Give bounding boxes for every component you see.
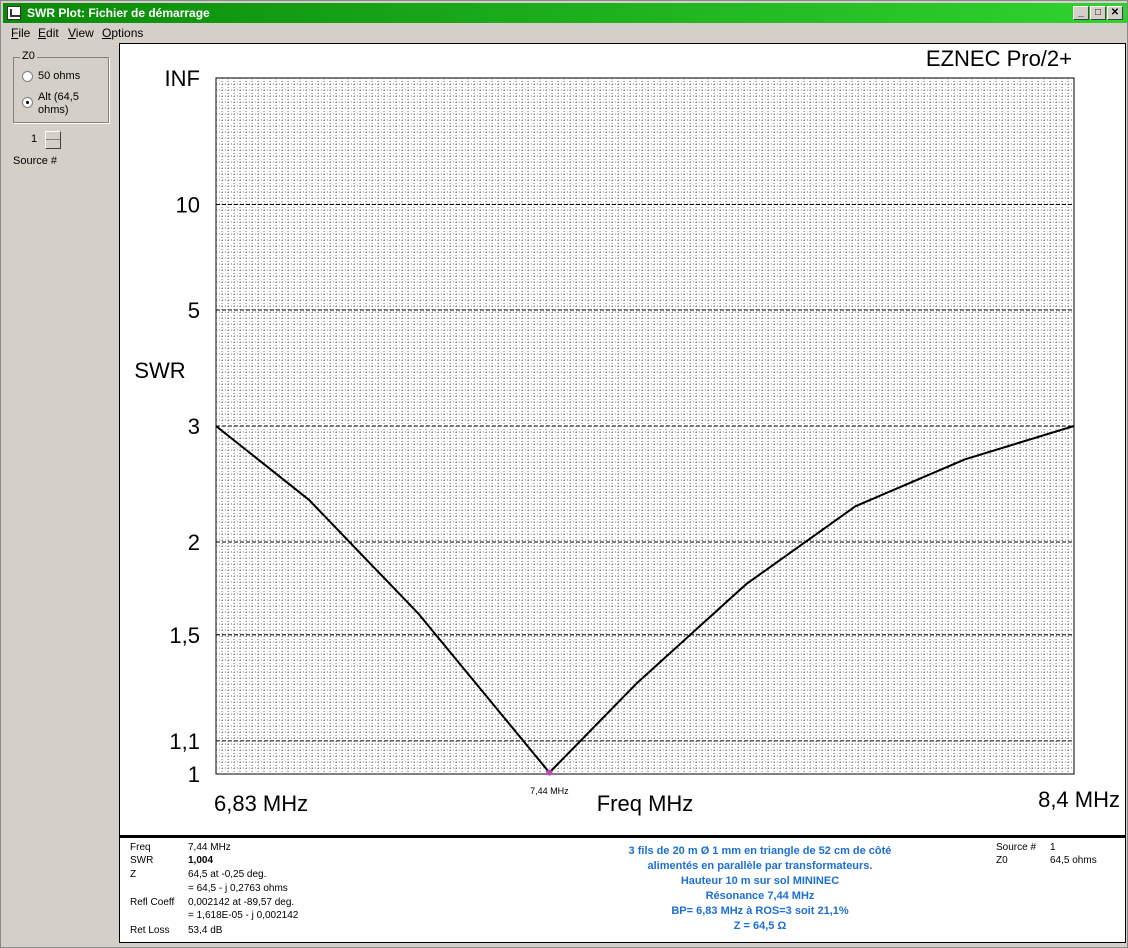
window-title: SWR Plot: Fichier de démarrage: [27, 6, 210, 20]
info-panel: Freq 7,44 MHz SWR 1,004 Z 64,5 at -0,25 …: [119, 836, 1126, 943]
info-value-freq: 7,44 MHz: [188, 842, 231, 853]
y-tick-label: 1,5: [169, 623, 200, 648]
menu-edit[interactable]: Edit: [38, 26, 59, 40]
minimize-button[interactable]: _: [1073, 6, 1089, 20]
info-value-source: 1: [1050, 842, 1056, 853]
z0-group-label: Z0: [20, 50, 37, 62]
radio-50-ohms-label[interactable]: 50 ohms: [38, 70, 81, 82]
y-tick-label: INF: [165, 66, 200, 91]
info-value-ret-loss: 53,4 dB: [188, 925, 223, 936]
y-tick-label: 1,1: [169, 729, 200, 754]
radio-50-ohms[interactable]: [22, 71, 33, 82]
swr-plot-area: INF 10 5 3 2 1,5 1,1 1 EZNEC Pro/2+ SWR Freq MH…: [119, 43, 1126, 836]
app-icon: [7, 6, 21, 20]
radio-alt-ohms-label[interactable]: Alt (64,5: [38, 91, 79, 103]
menu-view[interactable]: View: [68, 26, 94, 40]
eznec-brand-label: EZNEC Pro/2+: [926, 46, 1072, 71]
menu-options[interactable]: Options: [102, 26, 144, 40]
description-line: alimentés en parallèle par transformateu…: [647, 860, 873, 872]
radio-alt-ohms-label-2[interactable]: ohms): [38, 104, 69, 116]
info-label-source: Source #: [996, 842, 1037, 853]
y-tick-label: 1: [188, 762, 200, 787]
maximize-button[interactable]: □: [1090, 6, 1106, 20]
description-line: BP= 6,83 MHz à ROS=3 soit 21,1%: [671, 905, 849, 917]
y-tick-label: 3: [188, 414, 200, 439]
info-label-refl-coeff: Refl Coeff: [130, 897, 175, 908]
left-panel: Z0 50 ohms Alt (64,5 ohms) 1 Source #: [5, 45, 117, 245]
description-line: Hauteur 10 m sur sol MININEC: [680, 875, 840, 887]
resonance-marker[interactable]: [546, 769, 553, 776]
info-label-z: Z: [130, 869, 137, 880]
close-button[interactable]: ✕: [1107, 6, 1123, 20]
source-number-value: 1: [31, 133, 38, 145]
info-value-z-rect: = 64,5 - j 0,2763 ohms: [188, 883, 288, 894]
menu-bar: File Edit View Options: [3, 24, 1127, 42]
y-axis-label: SWR: [134, 358, 185, 383]
marker-frequency-label: 7,44 MHz: [530, 786, 569, 796]
y-tick-labels: INF 10 5 3 2 1,5 1,1 1: [165, 66, 200, 787]
radio-alt-ohms[interactable]: [22, 97, 33, 108]
info-value-swr: 1,004: [188, 855, 214, 866]
x-max-label: 8,4 MHz: [1038, 787, 1120, 812]
y-tick-label: 2: [188, 530, 200, 555]
menu-file[interactable]: File: [11, 26, 31, 40]
info-value-z-polar: 64,5 at -0,25 deg.: [188, 869, 267, 880]
x-min-label: 6,83 MHz: [214, 791, 308, 816]
source-number-spinner[interactable]: [45, 131, 61, 149]
description-line: Résonance 7,44 MHz: [705, 890, 815, 902]
swr-chart: INF 10 5 3 2 1,5 1,1 1 EZNEC Pro/2+ SWR Freq MH…: [134, 46, 1120, 816]
grid-major: [216, 204, 1074, 742]
info-value-refl-polar: 0,002142 at -89,57 deg.: [188, 897, 295, 908]
y-tick-label: 10: [176, 193, 200, 218]
description-line: 3 fils de 20 m Ø 1 mm en triangle de 52 …: [628, 845, 892, 857]
swr-series-line: [215, 425, 1075, 775]
info-value-refl-rect: = 1,618E-05 - j 0,002142: [188, 910, 299, 921]
antenna-description: 3 fils de 20 m Ø 1 mm en triangle de 52 …: [575, 844, 945, 934]
title-bar[interactable]: SWR Plot: Fichier de démarrage _ □ ✕: [3, 3, 1127, 23]
info-label-z0: Z0: [996, 855, 1008, 866]
info-label-ret-loss: Ret Loss: [130, 925, 170, 936]
source-number-label: Source #: [13, 155, 58, 167]
z0-group: Z0 50 ohms Alt (64,5 ohms): [13, 50, 109, 123]
info-label-swr: SWR: [130, 855, 154, 866]
info-label-freq: Freq: [130, 842, 151, 853]
y-tick-label: 5: [188, 298, 200, 323]
info-value-z0: 64,5 ohms: [1050, 855, 1097, 866]
description-line: Z = 64,5 Ω: [733, 920, 787, 932]
x-axis-label: Freq MHz: [597, 791, 694, 816]
